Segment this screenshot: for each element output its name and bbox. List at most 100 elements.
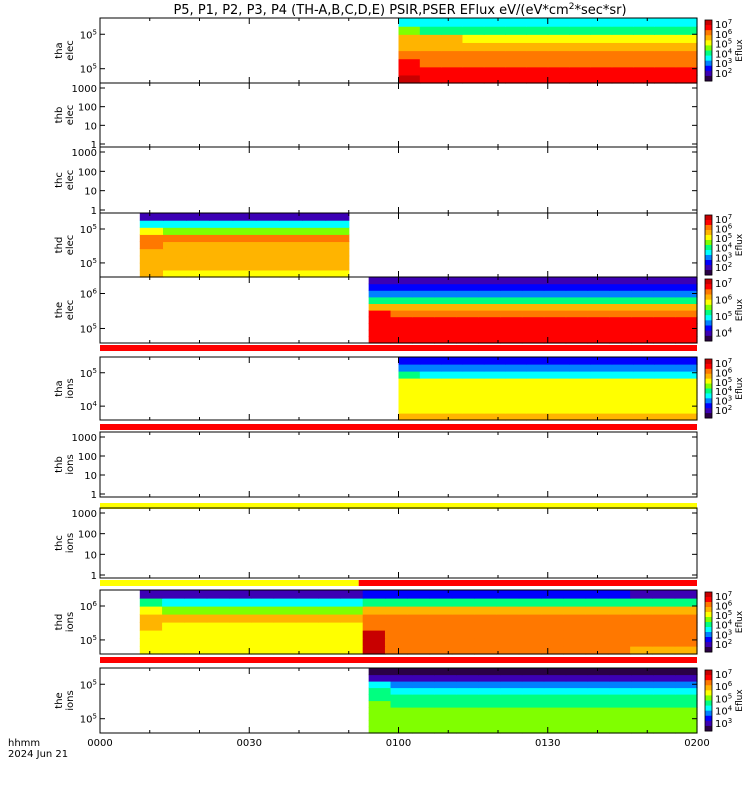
spectrogram-cell (162, 630, 185, 639)
spectrogram-cell (505, 42, 528, 52)
spectrogram-cell (565, 323, 589, 331)
y-tick-label: 106 (80, 288, 98, 301)
spectrogram-cell (499, 726, 523, 734)
colorbar-tick-label: 104 (715, 47, 733, 60)
spectrogram-cell (587, 283, 611, 291)
spectrogram-cell (611, 399, 634, 407)
spectrogram-cell (483, 50, 506, 60)
spectrogram-cell (499, 329, 523, 337)
spectrogram-cell (255, 255, 280, 264)
spectrogram-cell (675, 668, 698, 676)
spectrogram-cell (186, 248, 211, 257)
colorbar-cell (705, 378, 712, 382)
spectrogram-cell (611, 50, 634, 60)
spectrogram-cell (483, 413, 506, 421)
spectrogram-cell (340, 598, 364, 607)
colorbar-cell (705, 359, 712, 362)
spectrogram-cell (441, 74, 464, 84)
spectrogram-cell (419, 392, 442, 400)
y-tick-label: 105 (80, 713, 97, 726)
spectrogram-cell (456, 694, 479, 702)
colorbar-tick-label-base: 10 (715, 621, 728, 632)
colorbar-tick-label-exponent: 7 (728, 18, 732, 26)
spectrogram-cell (633, 378, 655, 386)
colorbar-tick-label-exponent: 5 (728, 38, 732, 46)
spectrogram-cell (483, 364, 506, 372)
spectrogram-cell (609, 310, 632, 318)
spectrogram-cell (412, 694, 435, 702)
colorbar-cell (705, 68, 712, 72)
colorbar-cell (705, 720, 712, 724)
spectrogram-cell (563, 646, 587, 655)
y-tick-label-base: 10 (80, 324, 93, 335)
spectrogram-cell (565, 283, 589, 291)
spectrogram-cell (462, 385, 485, 393)
colorbar-tick-label: 105 (715, 232, 732, 245)
spectrogram-cell (139, 646, 163, 655)
spectrogram-cell (186, 262, 211, 271)
spectrogram-cell (412, 310, 435, 318)
spectrogram-cell (631, 674, 654, 682)
spectrogram-cell (652, 598, 676, 607)
spectrogram-cell (547, 58, 570, 68)
colorbar-tick-label: 102 (715, 404, 732, 417)
colorbar-cell (705, 252, 712, 256)
spectrogram-cell (139, 227, 164, 235)
spectrogram-cell (654, 392, 677, 400)
spectrogram-cell (563, 614, 587, 623)
spectrogram-cell (540, 646, 564, 655)
spectrogram-cell (340, 606, 364, 615)
y-tick-label: 105 (80, 257, 97, 270)
spectrogram-cell (441, 385, 464, 393)
spectrogram-cell (429, 606, 453, 615)
y-tick-label: 100 (78, 103, 97, 114)
spectrogram-cell (390, 283, 414, 291)
spectrogram-cell (654, 42, 677, 52)
colorbar-cell (705, 715, 712, 719)
panel-ylabel: ions (65, 533, 76, 553)
spectrogram-cell (675, 399, 698, 407)
spectrogram-cell (434, 336, 457, 344)
colorbar-tick-label-base: 10 (715, 20, 728, 31)
colorbar-cell (705, 217, 712, 221)
spectrogram-cell (631, 336, 654, 344)
spectrogram-cell (412, 713, 435, 721)
spectrogram-cell (609, 720, 632, 728)
time-tick-label: 0000 (87, 738, 112, 749)
spectrogram-cell (251, 606, 275, 615)
colorbar-cell (705, 220, 712, 223)
spectrogram-cell (565, 713, 589, 721)
spectrogram-cell (451, 614, 475, 623)
spectrogram-cell (563, 630, 587, 639)
spectrogram-cell (362, 598, 386, 607)
spectrogram-cell (526, 378, 549, 386)
spectrogram-cell (547, 385, 570, 393)
spectrogram-cell (390, 336, 414, 344)
spectrogram-cell (587, 700, 611, 708)
colorbar-tick-label-base: 10 (715, 263, 728, 274)
y-tick-label-base: 100 (78, 452, 97, 463)
colorbar-tick-label-base: 10 (715, 630, 728, 641)
spectrogram-cell (368, 336, 392, 344)
spectrogram-cell (398, 74, 421, 84)
spectrogram-cell (325, 262, 350, 271)
colorbar-cell (705, 315, 712, 319)
spectrogram-cell (675, 303, 698, 311)
spectrogram-cell (607, 606, 631, 615)
spectrogram-cell (451, 606, 475, 615)
spectrogram-cell (611, 42, 634, 52)
spectrogram-cell (412, 336, 435, 344)
spectrogram-cell (362, 622, 386, 631)
colorbar-tick-label-base: 10 (715, 378, 728, 389)
colorbar-cell (705, 75, 712, 79)
panel-ylabel: ions (65, 612, 76, 632)
colorbar-cell (705, 25, 712, 29)
colorbar-cell (705, 710, 712, 714)
colorbar-cell (705, 70, 712, 74)
spectrogram-cell (139, 590, 163, 599)
spectrogram-cell (587, 668, 611, 676)
colorbar-cell (705, 294, 712, 298)
spectrogram-cell (526, 74, 549, 84)
spectrogram-cell (547, 74, 570, 84)
colorbar-tick-label-base: 10 (715, 253, 728, 264)
